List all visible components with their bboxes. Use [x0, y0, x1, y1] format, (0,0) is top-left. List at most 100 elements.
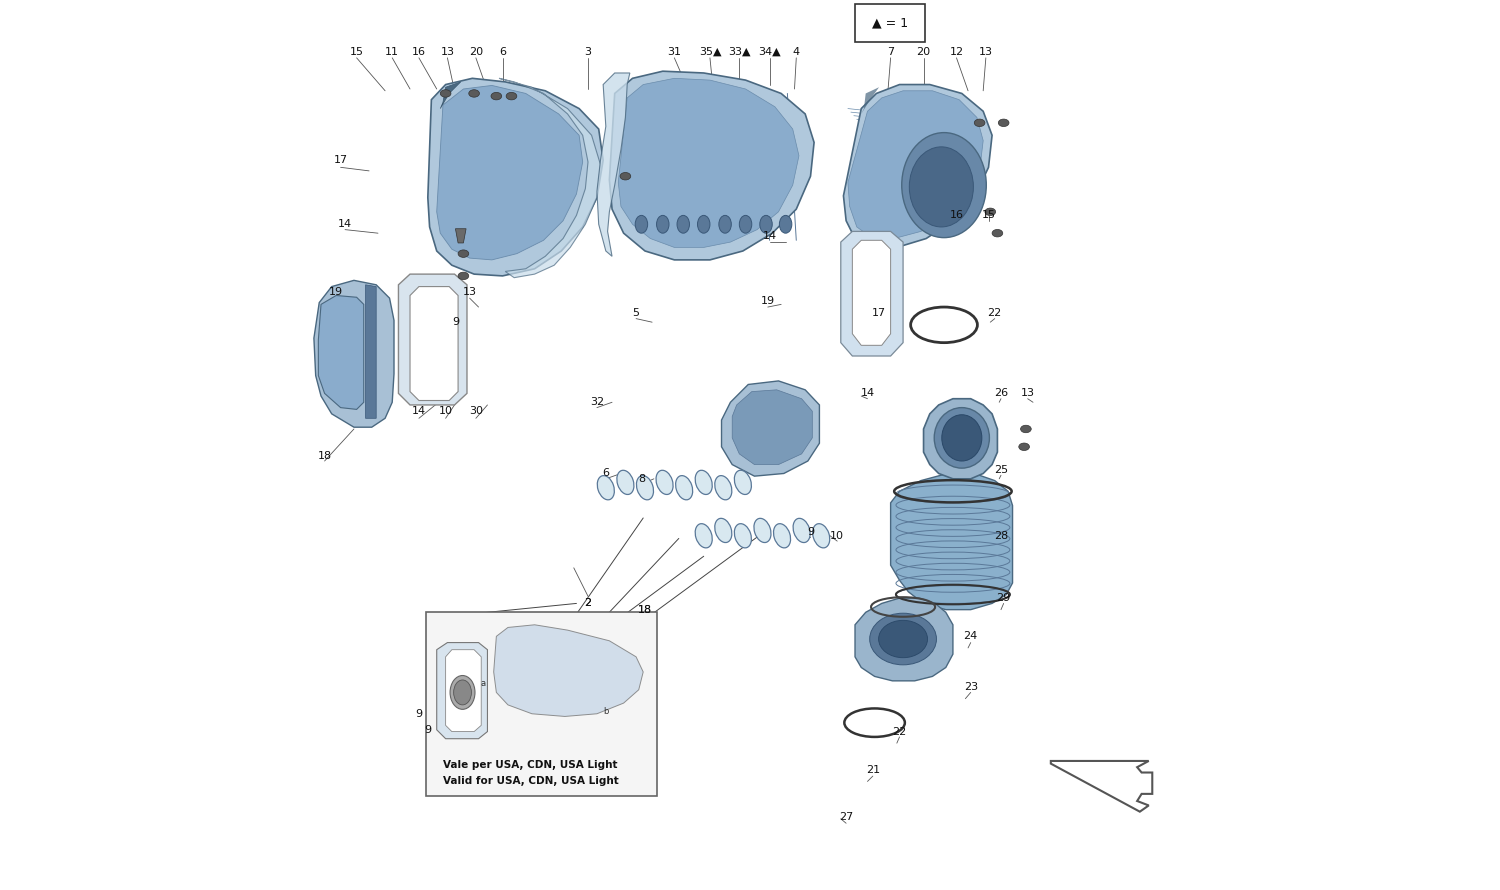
Ellipse shape: [879, 620, 927, 658]
Polygon shape: [500, 78, 600, 278]
Ellipse shape: [760, 215, 772, 233]
Text: 33▲: 33▲: [728, 46, 750, 57]
Polygon shape: [855, 598, 952, 681]
Text: 9: 9: [416, 708, 423, 719]
Ellipse shape: [1019, 443, 1029, 450]
Ellipse shape: [450, 676, 476, 709]
Text: 24: 24: [963, 631, 978, 642]
Text: 22: 22: [892, 726, 906, 737]
Ellipse shape: [716, 518, 732, 543]
Polygon shape: [410, 287, 458, 400]
Text: 21: 21: [865, 765, 880, 775]
Text: 31: 31: [668, 46, 681, 57]
Text: 13: 13: [1020, 388, 1035, 399]
Polygon shape: [366, 285, 376, 418]
Text: Valid for USA, CDN, USA Light: Valid for USA, CDN, USA Light: [442, 776, 618, 787]
Polygon shape: [441, 82, 460, 109]
Text: 3: 3: [585, 46, 591, 57]
Ellipse shape: [597, 475, 615, 500]
Ellipse shape: [1020, 425, 1031, 433]
Polygon shape: [847, 91, 982, 239]
Ellipse shape: [999, 119, 1010, 126]
Polygon shape: [436, 85, 582, 260]
Text: 15: 15: [350, 46, 363, 57]
Ellipse shape: [992, 230, 1004, 237]
Ellipse shape: [716, 475, 732, 500]
Text: 23: 23: [963, 682, 978, 692]
Text: 17: 17: [871, 308, 886, 319]
FancyBboxPatch shape: [426, 612, 657, 796]
Ellipse shape: [698, 215, 709, 233]
Polygon shape: [609, 71, 814, 260]
Text: 8: 8: [638, 473, 645, 484]
Ellipse shape: [813, 523, 830, 548]
Text: 5: 5: [633, 308, 639, 319]
Polygon shape: [722, 381, 819, 476]
Text: 20: 20: [470, 46, 483, 57]
Text: 19: 19: [760, 295, 776, 306]
Text: 13: 13: [980, 46, 993, 57]
Text: 6: 6: [603, 468, 609, 479]
Ellipse shape: [657, 215, 669, 233]
Ellipse shape: [735, 523, 752, 548]
Text: 29: 29: [996, 593, 1011, 603]
Text: 2: 2: [585, 598, 591, 609]
Text: 12: 12: [950, 46, 963, 57]
Ellipse shape: [794, 518, 810, 543]
Polygon shape: [618, 78, 800, 247]
Polygon shape: [494, 625, 644, 716]
Text: ▲ = 1: ▲ = 1: [871, 17, 907, 29]
Ellipse shape: [870, 613, 936, 665]
Text: 16: 16: [413, 46, 426, 57]
Ellipse shape: [694, 523, 712, 548]
Polygon shape: [842, 231, 903, 356]
Text: 22: 22: [987, 308, 1002, 319]
Text: a: a: [480, 679, 486, 688]
Text: 35▲: 35▲: [699, 46, 721, 57]
Ellipse shape: [676, 215, 690, 233]
Polygon shape: [732, 390, 813, 465]
Text: 11: 11: [386, 46, 399, 57]
Text: 9: 9: [807, 527, 814, 538]
Text: 28: 28: [994, 530, 1008, 541]
Ellipse shape: [942, 415, 982, 461]
Ellipse shape: [735, 470, 752, 495]
Text: 4: 4: [792, 46, 800, 57]
Polygon shape: [852, 240, 891, 345]
Ellipse shape: [986, 208, 996, 215]
Polygon shape: [924, 399, 998, 479]
Polygon shape: [597, 73, 630, 256]
Text: 34▲: 34▲: [759, 46, 782, 57]
Ellipse shape: [636, 475, 654, 500]
Ellipse shape: [634, 215, 648, 233]
Text: 18: 18: [638, 604, 652, 615]
Ellipse shape: [694, 470, 712, 495]
Ellipse shape: [620, 173, 630, 180]
Polygon shape: [399, 274, 466, 405]
Ellipse shape: [458, 250, 470, 257]
Polygon shape: [318, 295, 363, 409]
Text: 32: 32: [590, 397, 604, 408]
Ellipse shape: [934, 408, 990, 468]
Text: 13: 13: [462, 287, 477, 297]
Ellipse shape: [975, 119, 986, 126]
Text: 15: 15: [981, 210, 996, 221]
Text: 9: 9: [424, 724, 432, 735]
Ellipse shape: [490, 93, 501, 100]
Ellipse shape: [616, 470, 634, 495]
Polygon shape: [861, 87, 879, 114]
Ellipse shape: [718, 215, 732, 233]
Polygon shape: [456, 229, 466, 243]
Polygon shape: [1052, 761, 1152, 812]
Ellipse shape: [453, 680, 471, 705]
Text: 27: 27: [839, 812, 854, 822]
Text: 18: 18: [318, 450, 332, 461]
Polygon shape: [891, 473, 1013, 610]
Text: 19: 19: [328, 287, 344, 297]
Ellipse shape: [902, 133, 987, 238]
Ellipse shape: [754, 518, 771, 543]
Text: 10: 10: [438, 406, 453, 417]
Ellipse shape: [506, 93, 518, 100]
Text: 20: 20: [916, 46, 930, 57]
Ellipse shape: [441, 90, 452, 97]
